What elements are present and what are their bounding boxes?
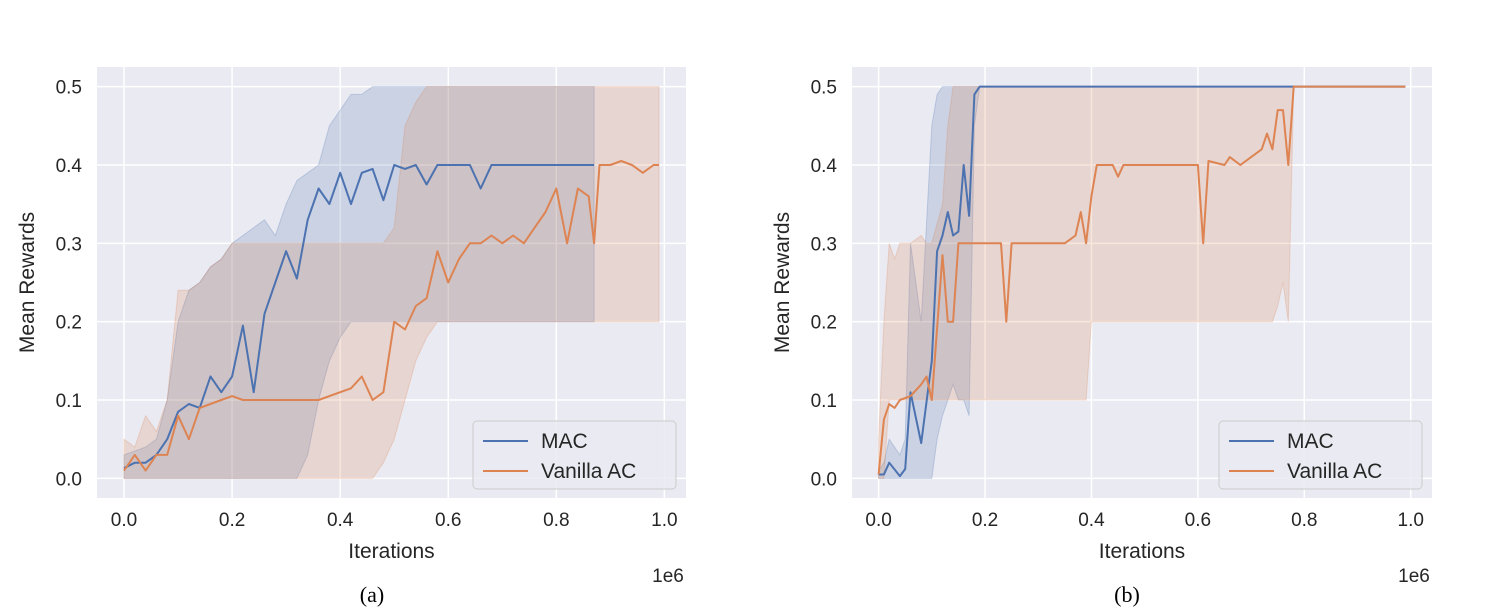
y-tick-label: 0.5 [811,78,837,99]
subplot-caption: (b) [1114,582,1140,607]
subplot-a: 0.0 0.2 0.4 0.6 0.8 1.0 0.0 0.1 0.2 0.3 0.4 0.5 MAC V… [16,67,686,607]
x-axis-label: Iterations [1099,540,1185,563]
series-line-mac [123,164,595,470]
subplot-caption: (a) [360,582,384,607]
x-tick-label: 0.0 [111,510,137,531]
series-line-mac [878,85,1406,478]
x-axis-label: Iterations [348,540,434,563]
y-tick-label: 0.5 [56,78,82,99]
y-tick-label: 0.0 [811,469,837,490]
x-tick-label: 0.6 [435,510,461,531]
y-axis-label: Mean Rewards [16,212,39,353]
y-axis-label: Mean Rewards [771,212,794,353]
y-tick-label: 0.4 [56,156,83,177]
y-tick-label: 0.2 [811,313,837,334]
x-offset-label: 1e6 [652,566,684,587]
x-tick-label: 0.0 [865,510,891,531]
x-offset-label: 1e6 [1398,566,1430,587]
x-tick-label: 0.2 [219,510,245,531]
x-tick-label: 0.4 [327,510,354,531]
x-tick-label: 0.2 [972,510,998,531]
x-tick-label: 1.0 [651,510,677,531]
y-tick-label: 0.2 [56,313,82,334]
confidence-band-vanilla-ac [123,86,660,479]
series-line-vanilla-ac [123,160,659,472]
x-tick-label: 1.0 [1398,510,1424,531]
series-line-vanilla-ac [877,85,1406,475]
x-tick-label: 0.8 [1291,510,1317,531]
y-tick-label: 0.1 [811,391,837,412]
legend-label: MAC [541,430,588,453]
x-tick-label: 0.6 [1185,510,1211,531]
y-tick-label: 0.4 [811,156,838,177]
legend-label: Vanilla AC [1287,460,1382,483]
y-tick-label: 0.3 [811,234,837,255]
legend-label: Vanilla AC [541,460,636,483]
confidence-band-mac [123,86,595,479]
x-tick-label: 0.4 [1078,510,1105,531]
subplot-b: 0.0 0.2 0.4 0.6 0.8 1.0 0.0 0.1 0.2 0.3 0.4 0.5 MAC V… [771,67,1432,607]
legend-label: MAC [1287,430,1334,453]
y-tick-label: 0.0 [56,469,82,490]
x-tick-label: 0.8 [543,510,569,531]
y-tick-label: 0.3 [56,234,82,255]
y-tick-label: 0.1 [56,391,82,412]
